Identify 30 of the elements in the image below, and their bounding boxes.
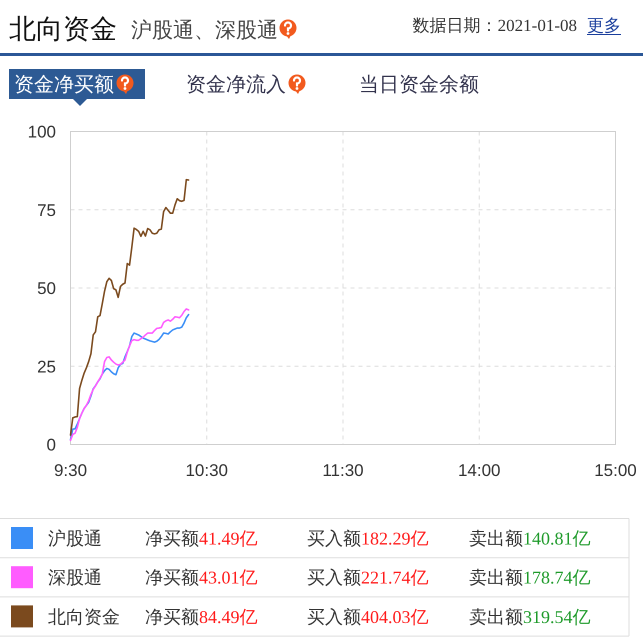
x-tick-label: 10:30 [185,461,228,480]
text: 更多 [587,16,621,35]
text: 数据日期：2021-01-08 [412,16,577,35]
legend-label: 沪股通 [48,528,102,548]
text: 卖出额140.81亿 [469,528,590,548]
y-tick-label: 100 [28,122,56,142]
x-tick-label: 14:00 [458,461,501,480]
text: 净买额41.49亿 [145,528,258,548]
text: 买入额182.29亿 [307,528,428,548]
y-tick-label: 75 [37,200,56,220]
x-tick-label: 9:30 [54,461,88,480]
y-tick-label: 50 [37,279,56,298]
x-tick-label: 15:00 [594,461,637,480]
line-series [70,178,190,436]
chart-subtitle: 沪股通、深股通 [131,19,278,42]
text: 资金净流入 [186,74,286,96]
text: 资金净买额 [14,74,114,96]
text: 当日资金余额 [359,74,479,96]
y-tick-label: 0 [46,436,56,454]
chart-title: 北向资金 [9,14,117,44]
legend-label: 北向资金 [48,606,120,627]
text: 卖出额178.74亿 [469,568,590,588]
text: 净买额43.01亿 [145,568,258,588]
legend-label: 深股通 [48,568,102,588]
text: 买入额221.74亿 [307,568,428,588]
text: 卖出额319.54亿 [469,606,590,627]
text: 净买额84.49亿 [145,606,258,627]
text: 买入额404.03亿 [307,606,428,627]
x-tick-label: 11:30 [322,461,364,480]
y-tick-label: 25 [37,357,56,376]
